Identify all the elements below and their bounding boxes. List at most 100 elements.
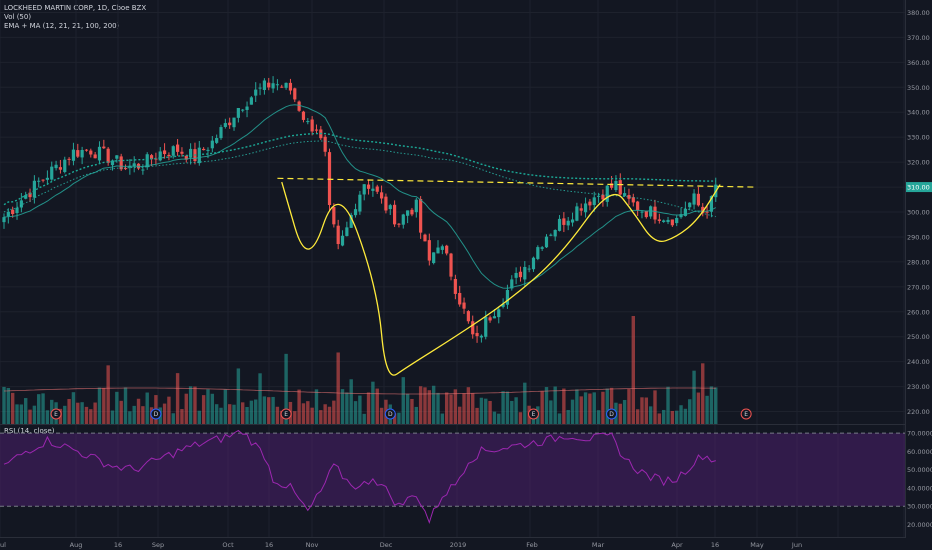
volume-bar (453, 389, 458, 424)
volume-bar (327, 406, 332, 424)
volume-bar (41, 393, 45, 424)
volume-bar (661, 409, 666, 424)
volume-bar (6, 387, 11, 424)
volume-bar (306, 401, 310, 424)
event-marker-icon (280, 408, 292, 420)
candle-body (701, 206, 705, 214)
candle-body (510, 279, 514, 289)
candle-body (219, 127, 223, 139)
candle-body (518, 271, 523, 278)
candle-body (215, 138, 219, 143)
volume-ma-line (3, 387, 716, 395)
volume-bar (705, 395, 709, 424)
time-tick-label: Jun (791, 541, 802, 549)
volume-bar (201, 395, 206, 424)
candle-body (258, 87, 262, 89)
price-tick-label: 240.00 (907, 358, 930, 366)
rsi-tick-label: 70.0000 (907, 430, 932, 438)
volume-bar (132, 405, 136, 424)
candle-body (397, 223, 401, 225)
candle-body (501, 303, 505, 307)
volume-bar (271, 396, 275, 424)
volume-bar (19, 404, 24, 424)
event-marker-label: E (54, 411, 58, 418)
volume-bar (379, 407, 384, 424)
candle-body (71, 149, 76, 161)
volume-bar (588, 393, 592, 424)
volume-bar (102, 387, 106, 424)
event-marker-label: E (744, 411, 748, 418)
volume-bar (262, 396, 267, 424)
volume-bar (714, 387, 718, 424)
volume-bar (405, 393, 410, 424)
volume-bar (293, 411, 297, 424)
candle-body (462, 302, 466, 309)
volume-bar (418, 386, 423, 424)
candle-body (479, 335, 483, 338)
time-tick-label: Mar (592, 541, 605, 549)
candle-body (197, 147, 201, 164)
candle-body (340, 235, 345, 246)
price-tick-label: 220.00 (907, 408, 930, 416)
event-marker-label: D (609, 411, 614, 418)
candle-body (557, 218, 562, 231)
volume-bar (275, 406, 280, 424)
volume-bar (631, 316, 635, 424)
candle-body (401, 214, 405, 225)
volume-bar (223, 389, 228, 424)
volume-bar (679, 405, 683, 424)
candle-body (167, 154, 171, 157)
candle-body (449, 253, 453, 277)
volume-bar (93, 402, 97, 424)
volume-bar (241, 402, 245, 424)
volume-bar (245, 407, 249, 424)
volume-bar (709, 386, 714, 424)
volume-bar (110, 410, 115, 424)
candle-body (119, 156, 123, 170)
volume-bar (10, 392, 15, 424)
ema-label: EMA + MA (12, 21, 21, 100, 200) (4, 22, 120, 30)
volume-bar (336, 352, 340, 424)
candle-body (89, 150, 93, 155)
candle-body (6, 211, 10, 217)
candle-body (575, 206, 579, 221)
candle-body (679, 214, 683, 218)
volume-bar (648, 406, 653, 424)
volume-bar (675, 410, 679, 424)
candle-body (254, 89, 258, 96)
price-tick-label: 340.00 (907, 109, 930, 117)
volume-bar (575, 389, 579, 424)
candle-body (110, 160, 115, 166)
candle-body (241, 109, 245, 111)
rsi-tick-label: 20.0000 (907, 521, 932, 529)
candle-body (327, 152, 332, 205)
volume-bar (45, 410, 50, 424)
candle-body (692, 193, 696, 205)
volume-bar (436, 392, 440, 424)
candle-body (414, 199, 418, 213)
candle-body (466, 311, 470, 322)
candle-body (605, 185, 609, 202)
volume-bar (462, 393, 466, 424)
candle-body (566, 220, 570, 226)
ema-21-line (3, 104, 717, 289)
volume-bar (197, 410, 201, 424)
candle-body (592, 197, 596, 206)
candle-body (662, 220, 666, 222)
volume-bar (696, 392, 701, 424)
volume-bar (583, 392, 588, 424)
candle-body (696, 193, 700, 206)
candle-body (28, 192, 32, 198)
volume-bar (688, 399, 692, 424)
volume-bar (484, 398, 488, 424)
candle-body (2, 217, 6, 223)
volume-bar (319, 410, 323, 424)
volume-bar (71, 392, 76, 424)
candle-body (310, 119, 314, 132)
candle-body (497, 309, 501, 318)
candle-body (102, 146, 106, 149)
volume-bar (267, 397, 271, 424)
event-marker-label: E (532, 411, 536, 418)
candle-body (141, 169, 145, 171)
